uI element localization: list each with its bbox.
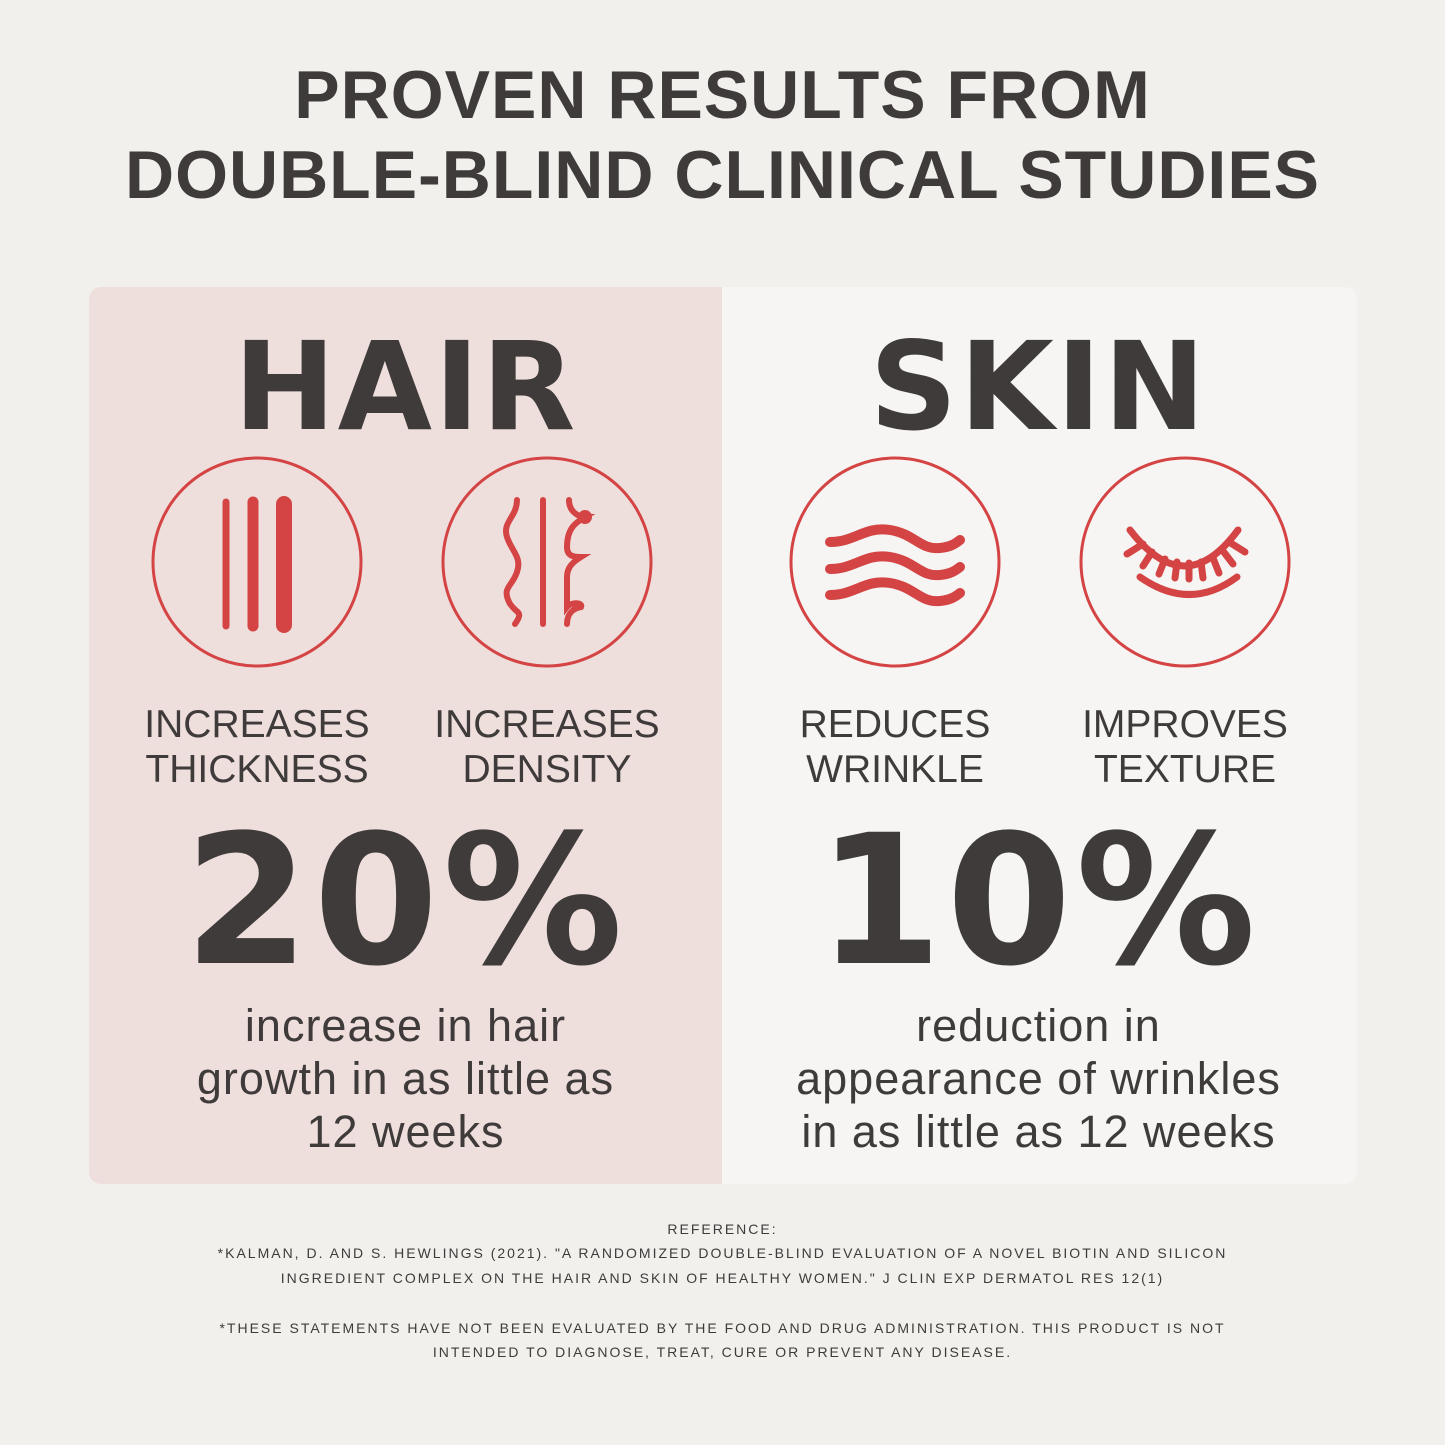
- description-line: reduction in: [916, 1000, 1161, 1051]
- skin-heading: SKIN: [869, 316, 1208, 458]
- benefit-line: INCREASES: [144, 703, 370, 746]
- hair-heading: HAIR: [233, 316, 578, 458]
- skin-description: reduction in appearance of wrinkles in a…: [722, 999, 1355, 1158]
- skin-stat: 10%: [817, 797, 1260, 1006]
- benefit-line: DENSITY: [462, 748, 632, 791]
- benefit-thickness: INCREASES THICKNESS: [112, 702, 402, 792]
- page-title-line2: DOUBLE-BLIND CLINICAL STUDIES: [124, 137, 1321, 213]
- closed-eye-lashes-icon: [1079, 456, 1291, 668]
- benefit-line: TEXTURE: [1093, 748, 1276, 791]
- benefit-line: WRINKLE: [806, 748, 984, 791]
- benefit-line: REDUCES: [799, 703, 991, 746]
- benefit-line: INCREASES: [434, 703, 660, 746]
- hair-description: increase in hair growth in as little as …: [89, 999, 722, 1158]
- disclaimer-line: INTENDED TO DIAGNOSE, TREAT, CURE OR PRE…: [432, 1344, 1013, 1360]
- wavy-hair-density-icon: [441, 456, 653, 668]
- benefit-density: INCREASES DENSITY: [402, 702, 692, 792]
- disclaimer-line: *THESE STATEMENTS HAVE NOT BEEN EVALUATE…: [219, 1320, 1226, 1336]
- description-line: 12 weeks: [306, 1106, 505, 1157]
- reference-label: REFERENCE:: [667, 1221, 778, 1237]
- benefit-texture: IMPROVES TEXTURE: [1040, 702, 1330, 792]
- reference-line: INGREDIENT COMPLEX ON THE HAIR AND SKIN …: [280, 1270, 1165, 1286]
- hair-panel: HAIR INCREASES THICKNESS INCREASES DENSI…: [89, 287, 722, 1184]
- skin-panel: SKIN REDUCES WRINKLE IMPROVES TEX: [722, 287, 1357, 1184]
- benefit-line: THICKNESS: [145, 748, 369, 791]
- hair-stat: 20%: [184, 797, 627, 1006]
- wrinkle-waves-icon: [789, 456, 1001, 668]
- page-title-line1: PROVEN RESULTS FROM: [294, 57, 1151, 133]
- description-line: increase in hair: [244, 1000, 567, 1051]
- description-line: growth in as little as: [196, 1053, 615, 1104]
- benefit-line: IMPROVES: [1082, 703, 1288, 746]
- description-line: appearance of wrinkles: [796, 1053, 1281, 1104]
- reference-line: *KALMAN, D. AND S. HEWLINGS (2021). "A R…: [217, 1245, 1228, 1261]
- description-line: in as little as 12 weeks: [801, 1106, 1276, 1157]
- hair-strands-thickness-icon: [151, 456, 363, 668]
- benefit-wrinkle: REDUCES WRINKLE: [750, 702, 1040, 792]
